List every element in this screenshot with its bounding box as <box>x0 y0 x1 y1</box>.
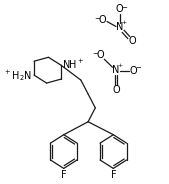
Text: O: O <box>112 85 120 95</box>
Text: −: − <box>92 51 98 57</box>
Text: +: + <box>121 20 126 25</box>
Text: F: F <box>61 170 67 180</box>
Text: O: O <box>129 66 137 76</box>
Text: −: − <box>121 5 127 11</box>
Text: −: − <box>94 16 100 22</box>
Text: −: − <box>136 65 141 71</box>
Text: N: N <box>112 65 120 75</box>
Text: +: + <box>117 63 123 68</box>
Text: O: O <box>116 4 123 14</box>
Text: NH$^+$: NH$^+$ <box>62 58 84 71</box>
Text: O: O <box>97 50 104 60</box>
Text: $^+$H$_2$N: $^+$H$_2$N <box>3 68 32 83</box>
Text: N: N <box>116 22 123 33</box>
Text: F: F <box>111 170 116 180</box>
Text: O: O <box>99 15 106 24</box>
Text: O: O <box>128 36 136 46</box>
